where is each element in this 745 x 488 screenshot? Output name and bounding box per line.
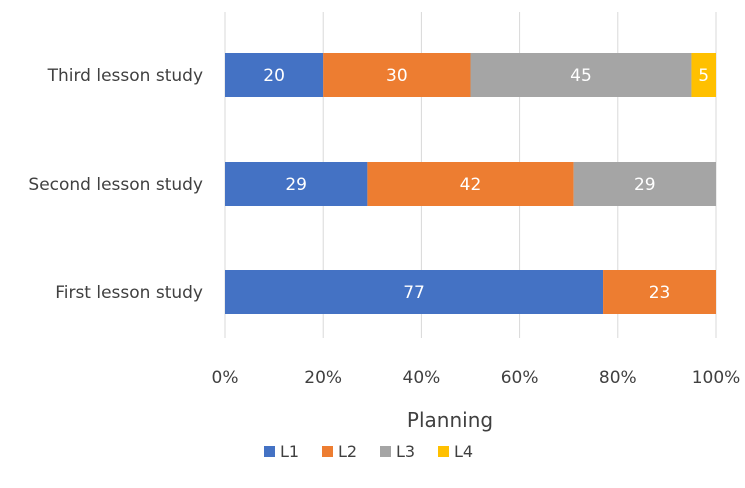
data-label: 23 — [649, 283, 671, 303]
legend-swatch-l3 — [380, 446, 391, 457]
category-label: First lesson study — [55, 283, 203, 303]
x-tick-label: 40% — [403, 368, 441, 388]
bar-segment-l1 — [225, 53, 324, 97]
data-label: 42 — [460, 175, 482, 195]
category-labels: Third lesson study Second lesson study Fir… — [28, 66, 203, 303]
legend-label: L1 — [280, 442, 299, 461]
legend-label: L2 — [338, 442, 357, 461]
data-label: 77 — [403, 283, 425, 303]
bar-segment-l1 — [225, 270, 604, 314]
x-tick-label: 20% — [304, 368, 342, 388]
legend-label: L3 — [396, 442, 415, 461]
bar-segment-l3 — [470, 53, 692, 97]
x-axis-label: Planning — [407, 408, 493, 432]
x-tick-label: 0% — [212, 368, 239, 388]
data-label: 5 — [698, 66, 709, 86]
data-label: 20 — [263, 66, 285, 86]
data-label: 45 — [570, 66, 592, 86]
legend-swatch-l1 — [264, 446, 275, 457]
bar-segment-l3 — [573, 162, 716, 206]
x-tick-label: 60% — [501, 368, 539, 388]
x-tick-labels: 0% 20% 40% 60% 80% 100% — [212, 368, 741, 388]
x-tick-label: 80% — [599, 368, 637, 388]
legend-swatch-l2 — [322, 446, 333, 457]
bar-segment-l2 — [323, 53, 471, 97]
data-label: 30 — [386, 66, 408, 86]
bars: 20 30 45 5 29 42 29 77 23 — [225, 53, 716, 314]
legend-swatch-l4 — [438, 446, 449, 457]
category-label: Second lesson study — [28, 175, 203, 195]
data-label: 29 — [285, 175, 307, 195]
data-label: 29 — [634, 175, 656, 195]
legend-label: L4 — [454, 442, 473, 461]
bar-segment-l4 — [691, 53, 716, 97]
bar-segment-l2 — [603, 270, 716, 314]
bar-segment-l1 — [225, 162, 368, 206]
x-tick-label: 100% — [692, 368, 741, 388]
bar-segment-l2 — [367, 162, 574, 206]
category-label: Third lesson study — [47, 66, 203, 86]
legend: L1 L2 L3 L4 — [264, 442, 473, 461]
